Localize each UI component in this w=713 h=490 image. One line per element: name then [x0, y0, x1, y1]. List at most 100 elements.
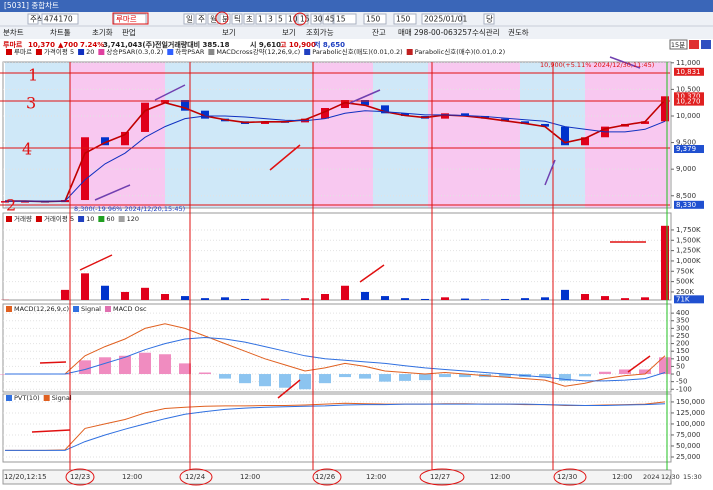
toolbar-label: 15 — [336, 15, 346, 24]
toolbar-label[interactable]: 매매 — [398, 28, 412, 37]
toolbar-button[interactable] — [27, 13, 39, 25]
volume-bar — [481, 299, 489, 300]
legend-label: 거래량 — [14, 214, 32, 223]
y-tick-label: 1,750K — [676, 226, 701, 234]
price-marker-label: 10,270 — [676, 98, 701, 106]
toolbar-button[interactable] — [310, 13, 322, 25]
candle — [201, 110, 209, 119]
volume-bar — [461, 298, 469, 300]
toolbar-label[interactable]: 판업 — [122, 28, 136, 37]
toolbar-label: 5 — [278, 15, 283, 24]
toolbar-button[interactable] — [285, 13, 297, 25]
toolbar-label[interactable]: 잔고 — [372, 27, 386, 37]
toolbar-label[interactable]: 298-00-063257 — [414, 28, 472, 37]
legend-swatch — [35, 216, 42, 222]
price-marker — [674, 295, 704, 304]
legend-label: Parabolic신호(매수)(0.01,0.2) — [415, 47, 506, 56]
purple-arrows — [94, 56, 641, 201]
legend-label: Signal — [81, 305, 101, 313]
interval-badge[interactable] — [669, 39, 688, 50]
legend-swatch — [6, 395, 12, 401]
candle — [361, 100, 369, 106]
toolbar-label[interactable]: 보기 — [222, 28, 236, 37]
volume-bar — [61, 289, 69, 300]
toolbar-button[interactable] — [483, 13, 495, 25]
btn[interactable] — [689, 40, 699, 49]
series-line — [5, 403, 666, 451]
legend-swatch — [104, 306, 111, 312]
volume-bar — [561, 289, 569, 300]
osc-bar — [379, 374, 391, 382]
toolbar-button[interactable] — [322, 13, 334, 25]
toolbar-button[interactable] — [421, 13, 463, 25]
toolbar-label[interactable]: 조회가능 — [306, 28, 334, 37]
osc-bar — [179, 363, 191, 375]
toolbar-button[interactable] — [195, 13, 207, 25]
toolbar-label: 474170 — [44, 15, 73, 24]
candle — [641, 121, 649, 124]
osc-bar — [339, 374, 351, 378]
x-tick-label: 12/27 — [430, 473, 450, 481]
toolbar-button[interactable] — [41, 13, 79, 25]
hand-mark: 1 — [28, 66, 38, 85]
y-tick-label: 75,000 — [676, 431, 701, 439]
toolbar-label[interactable]: 보기 — [282, 28, 296, 37]
volume-bar — [601, 296, 609, 300]
y-tick-label: 10,000 — [676, 112, 701, 120]
info-item: 3,741,043(주) — [103, 41, 155, 49]
candle — [541, 123, 549, 127]
y-tick-label: 200 — [676, 340, 689, 348]
volume-bar — [521, 298, 529, 300]
y-tick-label: 9,000 — [676, 165, 696, 173]
toolbar-button[interactable] — [207, 13, 219, 25]
legend-swatch — [98, 216, 105, 222]
toolbar-button[interactable] — [393, 13, 417, 25]
candle — [141, 102, 149, 132]
volume-bar — [181, 296, 189, 300]
y-tick-label: 500K — [676, 278, 694, 286]
candle — [661, 96, 669, 122]
toolbar-label: 월 — [210, 14, 217, 24]
info-item: 10,370 — [28, 41, 55, 49]
osc-bar — [639, 369, 651, 375]
x-tick-label: 12:00 — [490, 473, 510, 481]
legend-label: 60 — [106, 215, 114, 223]
toolbar-label[interactable]: 초기화 — [92, 28, 113, 37]
x-tick-label: 12:00 — [240, 473, 260, 481]
x-tick-label: 12/23 — [70, 473, 90, 481]
volume-bar — [261, 298, 269, 300]
osc-bar — [399, 374, 411, 381]
hand-mark: 4 — [22, 140, 32, 159]
btn[interactable] — [701, 40, 711, 49]
info-item: 전일거래량대비 385.18 — [155, 40, 230, 49]
toolbar-button[interactable] — [183, 13, 195, 25]
legend-label: Parabolic신호(매도)(0.01,0.2) — [312, 47, 403, 56]
osc-bar — [319, 374, 331, 384]
toolbar-label[interactable]: 분차트 — [3, 28, 24, 37]
legend-swatch — [406, 49, 413, 55]
candle — [261, 121, 269, 124]
toolbar-button[interactable] — [219, 13, 231, 25]
toolbar-button[interactable] — [333, 13, 357, 25]
chart-area: 루마르 가격이평 5 20 상승PSAR(0.3,0.2) 하락PSAR MACDcros… — [0, 47, 705, 485]
toolbar-label: 150 — [366, 15, 381, 24]
legend-swatch — [6, 306, 12, 312]
x-tick-label: 12:00 — [366, 473, 386, 481]
toolbar-button[interactable] — [243, 13, 255, 25]
x-tick-label: 12/30 — [661, 473, 680, 481]
panel-frame — [2, 212, 672, 301]
toolbar-label[interactable]: 차트툴 — [50, 28, 71, 37]
info-item: 7.24% — [80, 41, 104, 49]
toolbar-button[interactable] — [231, 13, 243, 25]
toolbar-label[interactable]: 권도하 — [508, 27, 529, 37]
y-tick-label: -100 — [676, 385, 692, 393]
osc-bar — [599, 371, 611, 375]
series-line — [5, 99, 666, 203]
toolbar-button[interactable] — [363, 13, 387, 25]
x-tick-label: 2024 — [643, 473, 660, 481]
toolbar-label: 2025/01/01 — [424, 15, 467, 24]
legend-label: 가격이평 5 — [44, 47, 74, 56]
toolbar-label[interactable]: 수식관리 — [472, 27, 500, 37]
legend-swatch — [98, 49, 105, 55]
osc-bar — [199, 372, 211, 375]
